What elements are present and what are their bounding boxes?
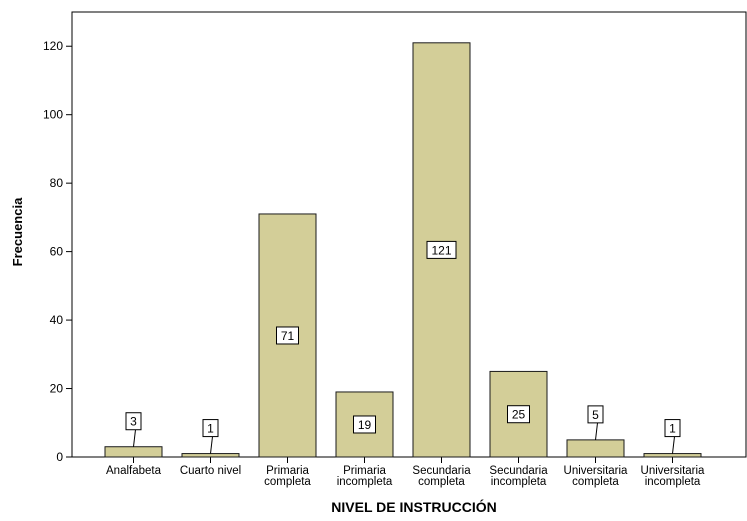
data-label: 1 [669,422,676,436]
data-label: 19 [358,418,372,432]
plot-border [71,11,747,458]
y-tick-label: 0 [56,450,63,464]
x-tick-label: completa [418,476,465,488]
data-label-box [276,326,299,345]
x-tick-label: completa [572,476,619,488]
data-label: 5 [592,408,599,422]
data-label: 121 [431,243,451,257]
x-tick-label: Primaria [266,465,309,477]
data-label-box [125,412,142,431]
y-tick-label: 120 [43,39,63,53]
data-label-box [507,405,530,424]
y-tick-label: 100 [43,108,63,122]
x-tick-label: Cuarto nivel [180,465,241,477]
y-axis-title: Frecuencia [10,197,25,266]
y-tick-label: 20 [50,382,64,396]
x-axis: Analfabeta Cuarto nivel PrimariacompletaPr… [106,457,705,488]
bar [181,453,240,458]
data-label: 71 [281,329,295,343]
x-tick-label: completa [264,476,311,488]
bars [104,42,702,458]
data-labels: 3 1 71 19 121 25 5 1 [125,240,681,454]
plot-area [71,11,747,458]
x-tick-label: incompleta [337,476,393,488]
x-tick-label: incompleta [491,476,547,488]
data-label: 25 [512,408,526,422]
x-tick-label: Secundaria [412,465,471,477]
data-label: 3 [130,415,137,429]
bar [643,453,702,458]
data-label-leader [133,429,136,447]
data-label-leader [595,422,598,440]
x-tick-label: Secundaria [489,465,548,477]
data-label-box [587,405,604,424]
data-label: 1 [207,422,214,436]
x-tick-label: incompleta [645,476,701,488]
data-label-box [202,419,219,438]
data-label-box [426,240,457,259]
data-label-leader [672,436,675,454]
y-axis: 0 20 40 60 80 100 120 [43,39,72,464]
bar [566,439,625,458]
y-tick-label: 60 [50,245,64,259]
x-axis-title: NIVEL DE INSTRUCCIÓN [331,498,496,515]
bar [335,391,394,458]
data-label-box [664,419,681,438]
x-tick-label: Analfabeta [106,465,162,477]
x-tick-label: Universitaria [641,465,706,477]
y-tick-label: 40 [50,313,64,327]
x-tick-label: Primaria [343,465,386,477]
y-tick-label: 80 [50,176,64,190]
data-label-leader [210,436,213,454]
bar [104,446,163,458]
x-tick-label: Universitaria [564,465,629,477]
data-label-box [353,415,376,434]
